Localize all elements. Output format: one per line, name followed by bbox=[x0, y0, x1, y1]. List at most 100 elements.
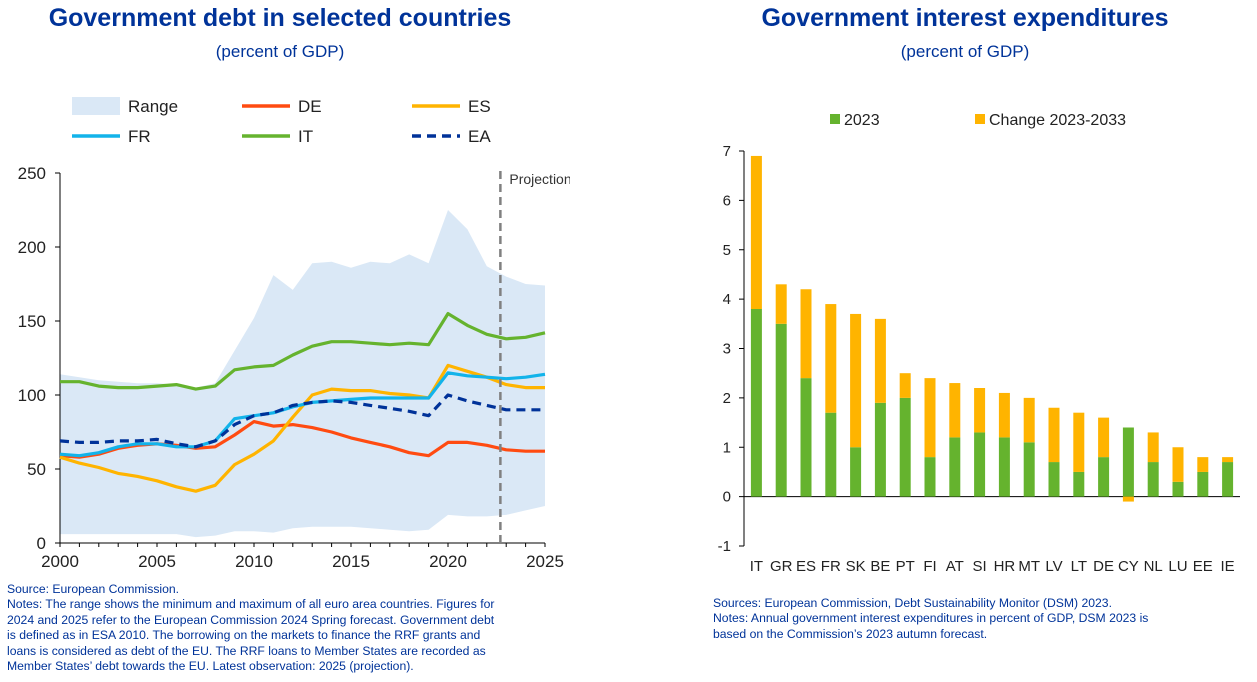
left-notes: Source: European Commission. Notes: The r… bbox=[7, 582, 567, 674]
left-note-line: Source: European Commission. bbox=[7, 582, 180, 596]
category-label: LU bbox=[1168, 558, 1187, 575]
bar-change-at bbox=[949, 383, 961, 438]
legend-label-change: Change 2023-2033 bbox=[989, 112, 1126, 129]
bar-change-be bbox=[874, 318, 886, 403]
left-note-line: Member States’ debt towards the EU. Late… bbox=[7, 659, 414, 674]
bar-2023-si bbox=[974, 432, 986, 497]
interest-plot: -1 0 1 2 3 4 5 6 7 IT GR ES FR SK BE PT FI AT SI HR MT LV LT DE… bbox=[718, 143, 1240, 575]
bar-2023-lt bbox=[1073, 471, 1085, 497]
category-label: IE bbox=[1221, 558, 1235, 575]
left-chart-subtitle: (percent of GDP) bbox=[215, 42, 345, 61]
left-note-line: loans is considered as debt of the EU. T… bbox=[7, 643, 486, 658]
bar-change-cy bbox=[1122, 496, 1134, 502]
y-tick-label: 250 bbox=[18, 164, 46, 183]
bar-change-lv bbox=[1048, 407, 1060, 463]
legend-label-2023: 2023 bbox=[844, 112, 880, 129]
category-label: LV bbox=[1045, 558, 1062, 575]
bar-change-fi bbox=[924, 378, 936, 458]
category-label: SI bbox=[973, 558, 987, 575]
y-tick-label: 6 bbox=[723, 192, 731, 209]
y-tick-label: 150 bbox=[18, 312, 46, 331]
right-note-line: Notes: Annual government interest expend… bbox=[713, 611, 1149, 626]
y-tick-label: 4 bbox=[723, 291, 731, 308]
y-tick-label: 5 bbox=[723, 242, 731, 259]
bar-change-lu bbox=[1172, 447, 1184, 482]
category-label: LT bbox=[1071, 558, 1087, 575]
debt-legend: Range DE ES FR IT EA bbox=[72, 97, 491, 146]
left-chart-title: Government debt in selected countries bbox=[48, 4, 512, 32]
bar-change-es bbox=[800, 289, 812, 379]
y-tick-label: 3 bbox=[723, 341, 731, 358]
legend-label-range: Range bbox=[128, 97, 178, 116]
y-tick-label: 100 bbox=[18, 386, 46, 405]
series-line-fr bbox=[59, 371, 546, 458]
y-tick-label: -1 bbox=[718, 538, 731, 555]
bar-change-pt bbox=[899, 373, 911, 398]
x-tick-label: 2025 bbox=[526, 552, 564, 571]
y-tick-label: 2 bbox=[723, 390, 731, 407]
bar-2023-cy bbox=[1122, 427, 1134, 497]
bar-change-ie bbox=[1222, 457, 1234, 463]
category-label: EE bbox=[1193, 558, 1213, 575]
category-label: ES bbox=[796, 558, 816, 575]
bar-change-lt bbox=[1073, 412, 1085, 472]
bar-change-de bbox=[1098, 417, 1110, 458]
category-label: FR bbox=[821, 558, 841, 575]
interest-bar-chart: 2023 Change 2023-2033 -1 0 1 2 3 4 5 6 7 IT GR ES FR S… bbox=[718, 112, 1240, 575]
bar-2023-hr bbox=[998, 437, 1010, 497]
x-tick-label: 2005 bbox=[138, 552, 176, 571]
right-note-line: Sources: European Commission, Debt Susta… bbox=[713, 596, 1112, 610]
right-chart-title: Government interest expenditures bbox=[761, 4, 1169, 32]
y-tick-label: 1 bbox=[723, 439, 731, 456]
bar-2023-lv bbox=[1048, 462, 1060, 497]
legend-label-de: DE bbox=[298, 97, 322, 116]
bar-change-it bbox=[750, 155, 762, 309]
category-label: DE bbox=[1093, 558, 1114, 575]
bar-2023-fr bbox=[825, 412, 837, 497]
bar-2023-fi bbox=[924, 457, 936, 497]
x-tick-label: 2015 bbox=[332, 552, 370, 571]
right-note-line: based on the Commission’s 2023 autumn fo… bbox=[713, 626, 988, 641]
category-label: CY bbox=[1118, 558, 1139, 575]
category-label: NL bbox=[1144, 558, 1163, 575]
bar-2023-de bbox=[1098, 457, 1110, 497]
y-tick-label: 50 bbox=[27, 460, 46, 479]
debt-line-chart: Range DE ES FR IT EA 0 50 100 150 200 250 2000 2005 2… bbox=[18, 97, 570, 571]
debt-plot: 0 50 100 150 200 250 2000 2005 2010 2015 2020 2025 P… bbox=[18, 164, 570, 571]
bar-2023-sk bbox=[850, 447, 862, 497]
category-label: IT bbox=[750, 558, 763, 575]
bar-change-fr bbox=[825, 304, 837, 413]
category-label: AT bbox=[946, 558, 964, 575]
category-label: PT bbox=[896, 558, 915, 575]
category-label: GR bbox=[770, 558, 793, 575]
bar-2023-ee bbox=[1197, 471, 1209, 497]
bar-change-sk bbox=[850, 313, 862, 448]
y-tick-label: 0 bbox=[723, 489, 731, 506]
bar-2023-be bbox=[874, 402, 886, 497]
legend-label-it: IT bbox=[298, 127, 313, 146]
bar-change-nl bbox=[1147, 432, 1159, 463]
x-tick-label: 2000 bbox=[41, 552, 79, 571]
bar-2023-gr bbox=[775, 323, 787, 497]
legend-swatch-range bbox=[72, 97, 120, 115]
bar-change-ee bbox=[1197, 457, 1209, 472]
legend-swatch-change bbox=[975, 114, 985, 124]
category-label: HR bbox=[994, 558, 1016, 575]
bar-2023-es bbox=[800, 378, 812, 497]
right-notes: Sources: European Commission, Debt Susta… bbox=[713, 596, 1243, 642]
left-note-line: 2024 and 2025 refer to the European Comm… bbox=[7, 612, 495, 627]
bar-change-gr bbox=[775, 284, 787, 324]
category-label: SK bbox=[846, 558, 866, 575]
legend-label-fr: FR bbox=[128, 127, 151, 146]
category-label: FI bbox=[923, 558, 936, 575]
legend-swatch-2023 bbox=[830, 114, 840, 124]
bar-2023-nl bbox=[1147, 462, 1159, 497]
left-note-line: Notes: The range shows the minimum and m… bbox=[7, 597, 495, 612]
bar-change-mt bbox=[1023, 397, 1035, 443]
bar-2023-mt bbox=[1023, 442, 1035, 497]
y-tick-label: 200 bbox=[18, 238, 46, 257]
y-tick-label: 0 bbox=[37, 534, 46, 553]
left-note-line: is defined as in ESA 2010. The borrowing… bbox=[7, 628, 481, 643]
y-tick-label: 7 bbox=[723, 143, 731, 160]
legend-label-es: ES bbox=[468, 97, 491, 116]
